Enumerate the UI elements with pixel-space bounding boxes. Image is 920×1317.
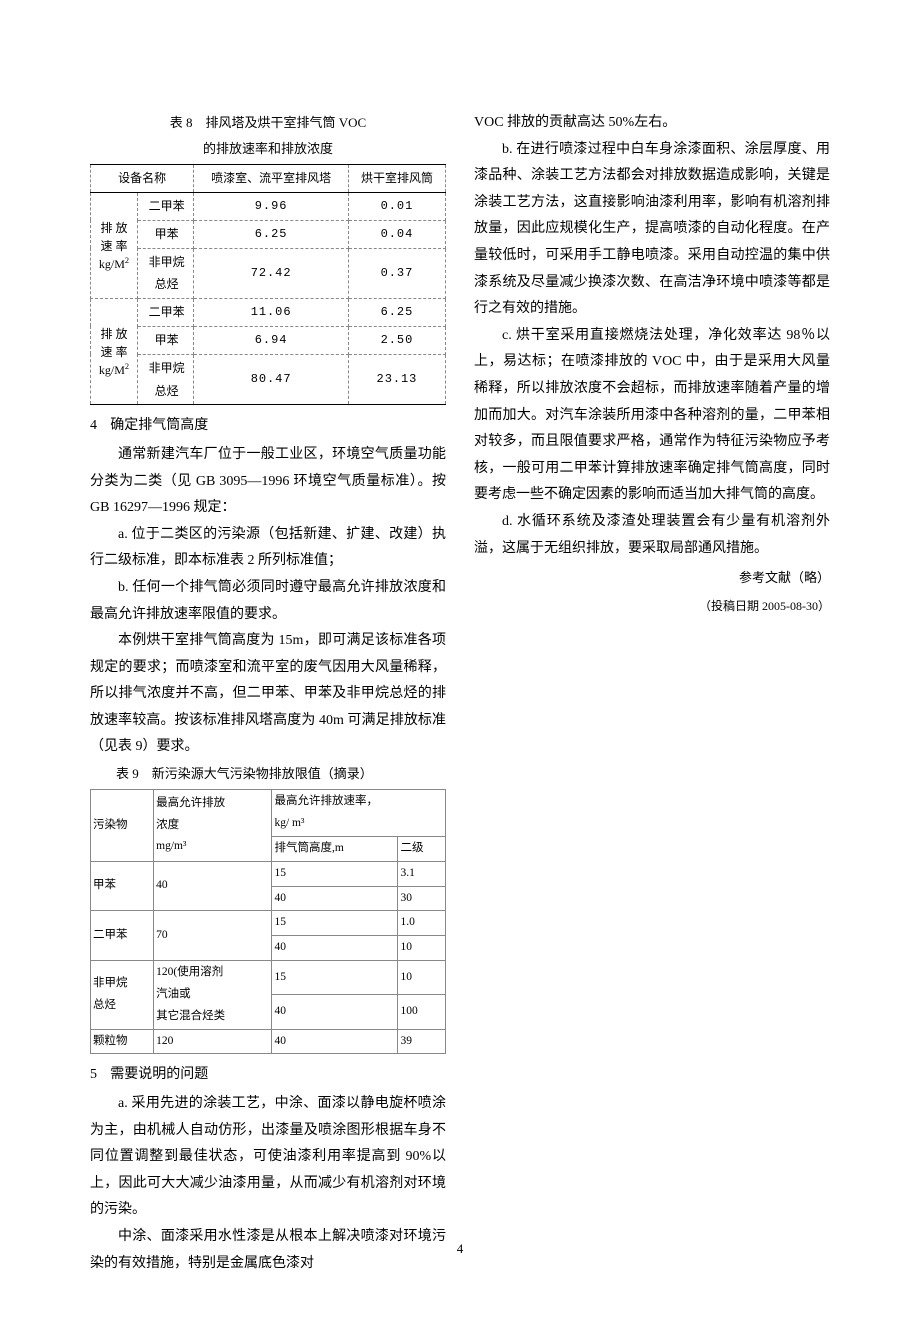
t9-hdr-pol: 污染物 bbox=[91, 790, 154, 862]
t9-r4-h: 40 bbox=[272, 1029, 398, 1054]
para-cont: VOC 排放的贡献高达 50%左右。 bbox=[474, 110, 830, 137]
t8-g1-sub2: 甲苯 bbox=[137, 220, 193, 248]
t9-r2-v2: 10 bbox=[398, 936, 446, 961]
t8-g2-sub2: 甲苯 bbox=[137, 326, 193, 354]
para-d: d. 水循环系统及漆渣处理装置会有少量有机溶剂外溢，这属于无组织排放，要采取局部… bbox=[474, 509, 830, 562]
para-4-1: 通常新建汽车厂位于一般工业区，环境空气质量功能分类为二类（见 GB 3095—1… bbox=[90, 442, 446, 522]
para-4-3: b. 任何一个排气筒必须同时遵守最高允许排放浓度和最高允许排放速率限值的要求。 bbox=[90, 575, 446, 628]
sec4-title: 确定排气筒高度 bbox=[110, 418, 208, 433]
t8-g2-a1: 11.06 bbox=[194, 299, 349, 327]
reference-note: 参考文献（略） bbox=[474, 566, 830, 591]
t8-g2-a3: 80.47 bbox=[194, 354, 349, 405]
t9-r3-h1: 15 bbox=[272, 961, 398, 995]
para-c: c. 烘干室采用直接燃烧法处理，净化效率达 98％以上，易达标；在喷漆排放的 V… bbox=[474, 323, 830, 509]
t8-g2-sub1: 二甲苯 bbox=[137, 299, 193, 327]
t8-g2-a2: 6.94 bbox=[194, 326, 349, 354]
t9-r1-h2: 40 bbox=[272, 886, 398, 911]
t8-hdr-name: 设备名称 bbox=[91, 165, 194, 193]
t8-hdr-tower: 喷漆室、流平室排风塔 bbox=[194, 165, 349, 193]
t9-r3-conc: 120(使用溶剂汽油或其它混合烃类 bbox=[154, 961, 272, 1030]
t8-g1-b3: 0.37 bbox=[348, 248, 445, 299]
t8-g1-a3: 72.42 bbox=[194, 248, 349, 299]
t9-hdr-rate: 最高允许排放速率， kg/ m³ bbox=[272, 790, 446, 837]
section-5-heading: 5 需要说明的问题 bbox=[90, 1062, 446, 1089]
t8-hdr-oven: 烘干室排风筒 bbox=[348, 165, 445, 193]
t9-r1-conc: 40 bbox=[154, 861, 272, 911]
sec5-title: 需要说明的问题 bbox=[110, 1067, 208, 1082]
t9-hdr-conc: 最高允许排放 浓度 mg/m³ bbox=[154, 790, 272, 862]
t9-r2-pol: 二甲苯 bbox=[91, 911, 154, 961]
para-5-a: a. 采用先进的涂装工艺，中涂、面漆以静电旋杯喷涂为主，由机械人自动仿形，出漆量… bbox=[90, 1091, 446, 1224]
t8-g2-b3: 23.13 bbox=[348, 354, 445, 405]
t8-g2-label: 排 放速 率kg/M2 bbox=[91, 299, 138, 405]
t8-g1-label: 排 放速 率kg/M2 bbox=[91, 192, 138, 298]
sec4-num: 4 bbox=[90, 413, 107, 440]
t9-r3-v2: 100 bbox=[398, 995, 446, 1029]
t8-g1-a2: 6.25 bbox=[194, 220, 349, 248]
t9-r3-h2: 40 bbox=[272, 995, 398, 1029]
page-number: 4 bbox=[457, 1237, 464, 1262]
t9-r2-v1: 1.0 bbox=[398, 911, 446, 936]
table-8: 设备名称 喷漆室、流平室排风塔 烘干室排风筒 排 放速 率kg/M2 二甲苯 9… bbox=[90, 164, 446, 405]
t8-g1-sub1: 二甲苯 bbox=[137, 192, 193, 220]
submission-date: （投稿日期 2005-08-30） bbox=[474, 595, 830, 618]
t9-r2-h1: 15 bbox=[272, 911, 398, 936]
t9-r4-conc: 120 bbox=[154, 1029, 272, 1054]
table9-caption: 表 9 新污染源大气污染物排放限值（摘录） bbox=[90, 763, 446, 785]
table8-caption-1: 表 8 排风塔及烘干室排气筒 VOC bbox=[90, 112, 446, 134]
t9-r4-pol: 颗粒物 bbox=[91, 1029, 154, 1054]
t9-r1-pol: 甲苯 bbox=[91, 861, 154, 911]
t9-r2-h2: 40 bbox=[272, 936, 398, 961]
t9-r3-pol: 非甲烷总烃 bbox=[91, 961, 154, 1030]
sec5-num: 5 bbox=[90, 1062, 107, 1089]
table8-caption-2: 的排放速率和排放浓度 bbox=[90, 138, 446, 160]
para-4-4: 本例烘干室排气筒高度为 15m，即可满足该标准各项规定的要求；而喷漆室和流平室的… bbox=[90, 628, 446, 761]
t9-hdr-height: 排气筒高度,m bbox=[272, 836, 398, 861]
para-5-a2: 中涂、面漆采用水性漆是从根本上解决喷漆对环境污染的有效措施，特别是金属底色漆对 bbox=[90, 1224, 446, 1277]
t9-r2-conc: 70 bbox=[154, 911, 272, 961]
table-9: 污染物 最高允许排放 浓度 mg/m³ 最高允许排放速率， kg/ m³ 排气筒… bbox=[90, 789, 446, 1054]
t9-r4-v: 39 bbox=[398, 1029, 446, 1054]
t8-g2-sub3: 非甲烷总烃 bbox=[137, 354, 193, 405]
t8-g1-sub3: 非甲烷总烃 bbox=[137, 248, 193, 299]
t9-r3-v1: 10 bbox=[398, 961, 446, 995]
left-column: 表 8 排风塔及烘干室排气筒 VOC 的排放速率和排放浓度 设备名称 喷漆室、流… bbox=[90, 110, 446, 1277]
t8-g1-b1: 0.01 bbox=[348, 192, 445, 220]
para-b: b. 在进行喷漆过程中白车身涂漆面积、涂层厚度、用漆品种、涂装工艺方法都会对排放… bbox=[474, 137, 830, 323]
t9-r1-h1: 15 bbox=[272, 861, 398, 886]
t8-g2-b1: 6.25 bbox=[348, 299, 445, 327]
t8-g2-b2: 2.50 bbox=[348, 326, 445, 354]
right-column: VOC 排放的贡献高达 50%左右。 b. 在进行喷漆过程中白车身涂漆面积、涂层… bbox=[474, 110, 830, 1277]
t9-hdr-level: 二级 bbox=[398, 836, 446, 861]
t9-r1-v1: 3.1 bbox=[398, 861, 446, 886]
section-4-heading: 4 确定排气筒高度 bbox=[90, 413, 446, 440]
t8-g1-b2: 0.04 bbox=[348, 220, 445, 248]
t8-g1-a1: 9.96 bbox=[194, 192, 349, 220]
para-4-2: a. 位于二类区的污染源（包括新建、扩建、改建）执行二级标准，即本标准表 2 所… bbox=[90, 522, 446, 575]
t9-r1-v2: 30 bbox=[398, 886, 446, 911]
